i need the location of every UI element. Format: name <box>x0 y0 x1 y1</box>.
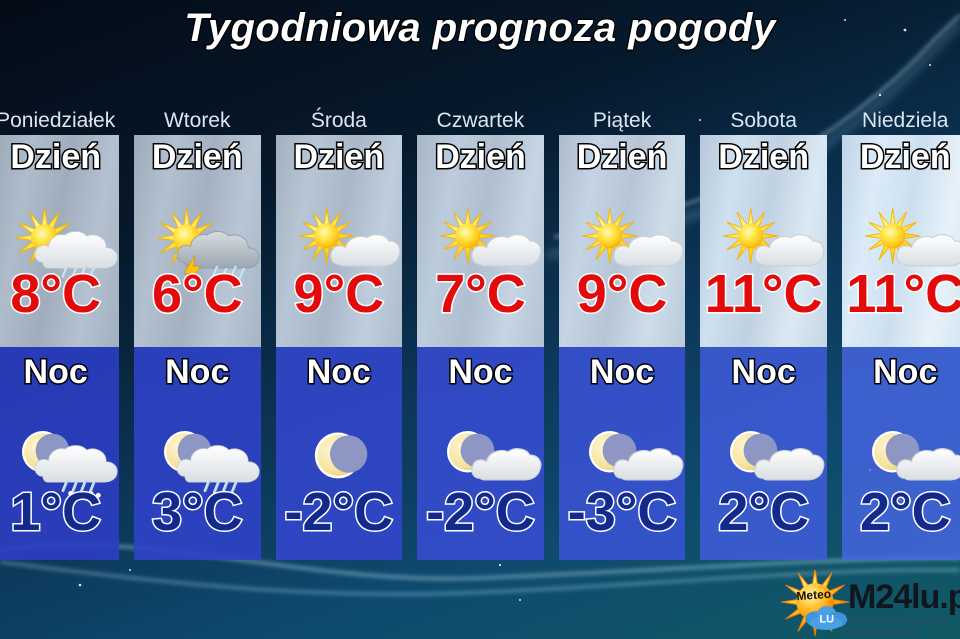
svg-text:LU: LU <box>819 613 834 625</box>
svg-text:Meteo: Meteo <box>796 587 832 603</box>
